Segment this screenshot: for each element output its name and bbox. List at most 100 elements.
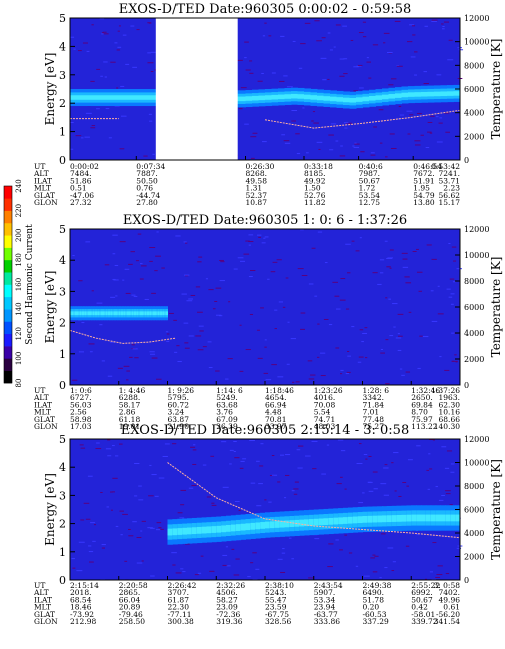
y-tick-label: 2 [59, 518, 66, 531]
table-cell: 66.94 [265, 400, 287, 409]
table-cell: 1:14: 6 [216, 386, 243, 395]
table-cell: 0:33:18 [304, 162, 333, 171]
table-cell: 8.70 [411, 408, 428, 417]
table-cell: 1.72 [359, 184, 376, 193]
y2-axis-label: Temperature [K] [489, 459, 503, 560]
temperature-line [70, 109, 461, 129]
y-tick-label: 0 [59, 574, 66, 587]
y2-tick-label: 12000 [464, 225, 489, 234]
y2-tick-label: 12000 [464, 14, 489, 23]
temperature-line [69, 329, 176, 344]
y2-tick-label: 10000 [464, 251, 489, 260]
table-cell: 58.98 [70, 415, 92, 424]
temperature-line [167, 462, 461, 539]
table-cell: 0:53:42 [431, 162, 460, 171]
table-row-label: UT [34, 581, 45, 590]
table-cell: 75.97 [411, 415, 433, 424]
table-cell: 1:23:26 [314, 386, 343, 395]
table-cell: 15.17 [439, 198, 461, 207]
table-cell: 13.80 [413, 198, 435, 207]
y2-tick-label: 2000 [464, 553, 484, 562]
y2-tick-label: 6000 [464, 506, 484, 515]
colorbar: 80 100 120 140 160 180 200 220 240 Second Harmoni… [3, 179, 35, 387]
table-cell: 2:26:42 [168, 581, 197, 590]
table-cell: 0:40:6 [359, 162, 383, 171]
colorbar-swatch [4, 222, 12, 236]
table-cell: 48.03 [314, 422, 336, 431]
table-cell: 2:49:38 [363, 581, 392, 590]
y-tick-label: 4 [59, 40, 66, 53]
table-cell: 5795. [168, 393, 189, 402]
table-cell: 2018. [70, 588, 91, 597]
y-tick-label: 0 [59, 154, 66, 167]
table-cell: 8185. [304, 169, 325, 178]
colorbar-tick-label: 220 [15, 204, 23, 217]
table-cell: 51.91 [413, 176, 434, 185]
y-axis-label: Energy [eV] [43, 271, 57, 344]
table-cell: 68.54 [70, 595, 92, 604]
y-tick-label: 3 [59, 69, 66, 82]
y-tick-label: 1 [59, 126, 66, 139]
table-cell: 18.46 [70, 603, 92, 612]
colorbar-swatch [4, 259, 12, 273]
table-row-label: ILAT [34, 400, 52, 409]
y2-tick-label: 8000 [464, 61, 484, 70]
y2-tick-label: 12000 [464, 435, 489, 444]
table-cell: 10.16 [439, 408, 461, 417]
colorbar-tick-label: 200 [15, 229, 23, 242]
table-cell: 2:20:58 [119, 581, 148, 590]
table-cell: 27.80 [136, 198, 158, 207]
table-row-label: MLT [34, 184, 51, 193]
table-cell: 56.62 [439, 191, 461, 200]
table-cell: -44.74 [136, 191, 160, 200]
table-cell: 20.89 [119, 603, 141, 612]
table-cell: 52.37 [246, 191, 268, 200]
table-row-label: MLT [34, 603, 51, 612]
table-cell: 113.22 [411, 422, 437, 431]
table-cell: 2:15:14 [70, 581, 99, 590]
colorbar-swatch [4, 284, 12, 298]
table-cell: 7241. [439, 169, 460, 178]
panel-title: EXOS-D/TED Date:960305 2:15:14 - 3: 0:58 [121, 423, 409, 438]
table-cell: -56.20 [436, 610, 460, 619]
table-cell: 26.39 [216, 422, 238, 431]
table-cell: 49.92 [304, 176, 326, 185]
table-cell: 70.81 [265, 415, 286, 424]
table-cell: 1: 4:46 [119, 386, 146, 395]
table-cell: 54.79 [413, 191, 435, 200]
table-cell: 51.86 [70, 176, 92, 185]
table-row-label: GLON [34, 422, 58, 431]
table-row-label: UT [34, 162, 45, 171]
y2-tick-label: 6000 [464, 85, 484, 94]
table-cell: 50.50 [136, 176, 158, 185]
table-cell: 5243. [265, 588, 286, 597]
y-tick-label: 3 [59, 285, 66, 298]
y-tick-label: 0 [59, 379, 66, 392]
y-tick-label: 2 [59, 317, 66, 330]
colorbar-swatch [4, 296, 12, 310]
table-cell: 51.78 [363, 595, 385, 604]
table-cell: 61.18 [119, 415, 141, 424]
table-cell: 300.38 [168, 617, 194, 626]
y2-tick-label: 0 [464, 576, 469, 585]
table-cell: 53.71 [439, 176, 460, 185]
table-row-label: GLON [34, 198, 58, 207]
y2-tick-label: 2000 [464, 355, 484, 364]
table-cell: 1963. [439, 393, 460, 402]
table-row-label: ALT [33, 393, 49, 402]
colorbar-swatch [4, 247, 12, 261]
table-cell: 2:55:22 [411, 581, 440, 590]
table-cell: 328.56 [265, 617, 291, 626]
table-cell: 19.01 [119, 422, 140, 431]
table-cell: 0:46:54 [413, 162, 442, 171]
table-cell: 2.23 [443, 184, 460, 193]
table-cell: 71.84 [363, 400, 385, 409]
colorbar-tick-label: 240 [15, 179, 23, 192]
table-cell: 3.24 [168, 408, 185, 417]
colorbar-swatch [4, 235, 12, 248]
table-cell: 68.66 [439, 415, 461, 424]
table-cell: -77.11 [168, 610, 192, 619]
table-cell: 1:37:26 [431, 386, 460, 395]
